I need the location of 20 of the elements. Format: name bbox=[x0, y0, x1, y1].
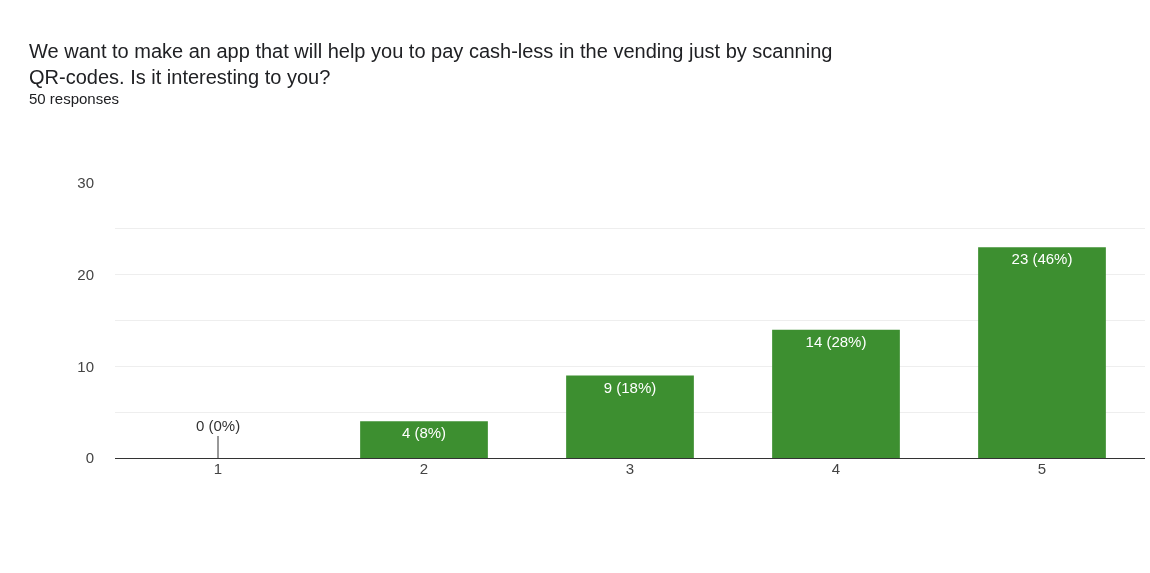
bar bbox=[772, 329, 900, 458]
data-label: 23 (46%) bbox=[1011, 250, 1073, 268]
x-tick-label: 5 bbox=[1037, 460, 1047, 477]
bar bbox=[360, 421, 488, 458]
x-tick-label: 2 bbox=[419, 460, 429, 477]
y-tick-label: 10 bbox=[77, 357, 94, 375]
x-tick-label: 4 bbox=[831, 460, 841, 477]
data-label: 0 (0%) bbox=[196, 417, 241, 434]
data-label: 9 (18%) bbox=[603, 378, 657, 396]
y-tick-label: 0 bbox=[85, 449, 94, 467]
bar bbox=[566, 375, 694, 458]
x-tick-label: 1 bbox=[213, 460, 223, 477]
y-tick-label: 30 bbox=[77, 174, 94, 192]
chart-title: We want to make an app that will help you to pay cash-less in the vending just by scanning QR-codes. Is it interesting to you? bbox=[29, 40, 833, 88]
x-tick-label: 3 bbox=[625, 460, 635, 477]
y-tick-label: 20 bbox=[77, 265, 94, 283]
bar bbox=[978, 247, 1106, 458]
chart-subtitle: 50 responses bbox=[29, 90, 120, 107]
data-label: 14 (28%) bbox=[805, 332, 867, 350]
data-label: 4 (8%) bbox=[401, 424, 447, 442]
